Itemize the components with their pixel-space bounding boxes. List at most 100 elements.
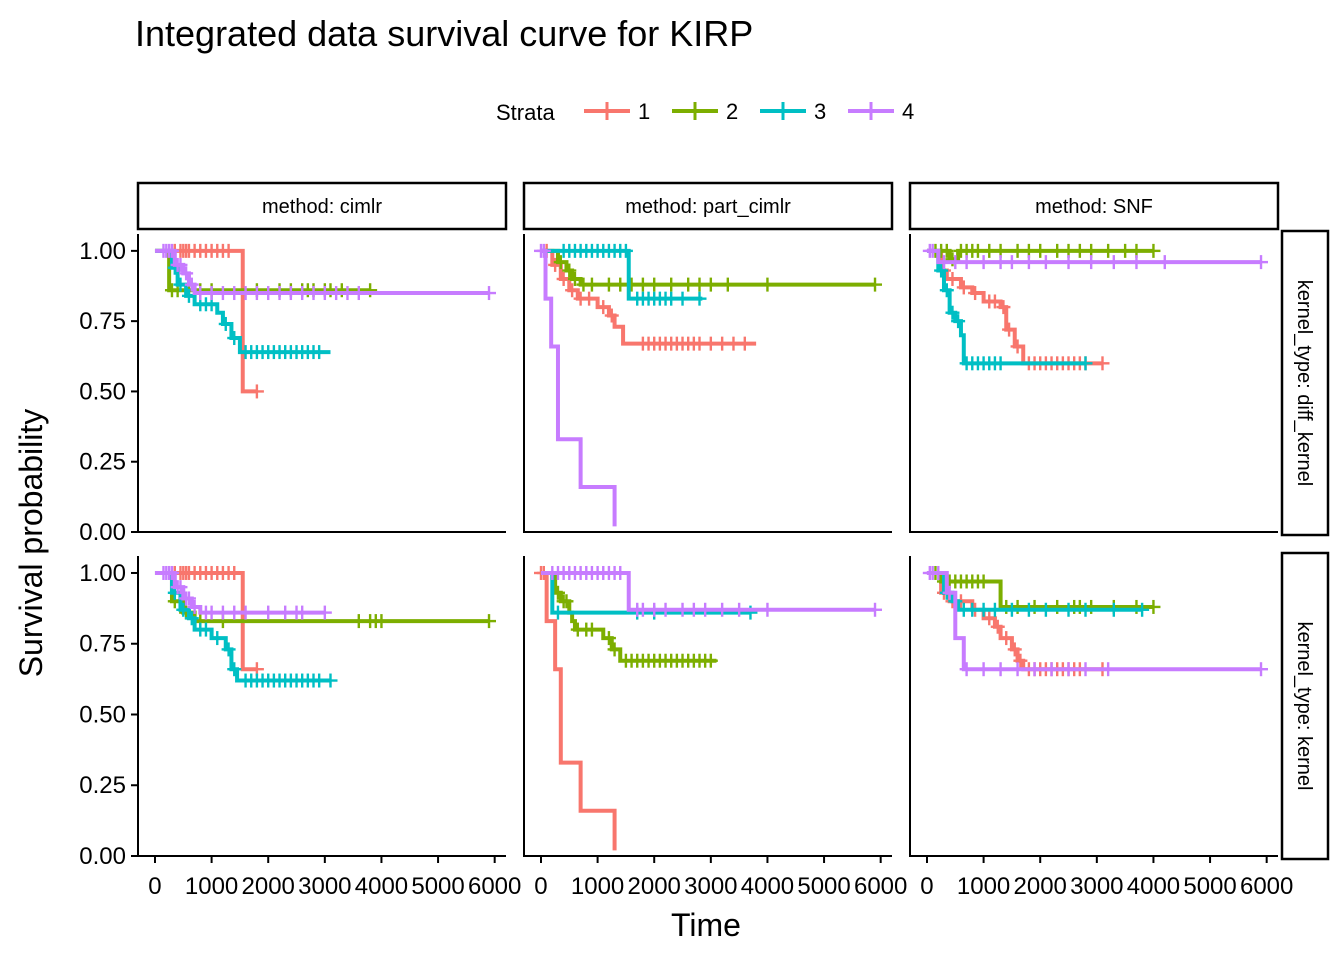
legend-label: 2	[726, 99, 738, 124]
censor-mark	[987, 602, 1002, 617]
censor-mark	[374, 614, 389, 629]
x-tick-label: 4000	[741, 873, 794, 900]
censor-mark	[176, 602, 191, 617]
censor-mark	[351, 286, 366, 301]
censor-mark	[221, 243, 236, 258]
censor-mark	[1038, 255, 1053, 270]
series-strata-4	[154, 565, 332, 620]
legend-item-3: 3	[760, 99, 826, 124]
censor-mark	[227, 565, 242, 580]
censor-mark	[945, 305, 960, 320]
series-strata-4	[533, 243, 617, 527]
censor-mark	[931, 565, 946, 580]
strip-box	[908, 181, 1280, 231]
x-axis-title: Time	[671, 907, 741, 943]
km-curve	[926, 570, 1262, 672]
censor-mark	[1078, 662, 1093, 677]
legend-label: 1	[638, 99, 650, 124]
censor-mark	[584, 277, 599, 292]
censor-mark	[959, 255, 974, 270]
censor-mark	[607, 642, 622, 657]
strip-box	[522, 181, 894, 231]
x-tick-label: 5000	[1183, 873, 1236, 900]
x-tick-label: 6000	[468, 873, 521, 900]
y-tick-label: 0.00	[79, 843, 126, 870]
censor-mark	[1061, 662, 1076, 677]
strip-label: kernel_type: diff_kernel	[1293, 280, 1315, 486]
censor-mark	[959, 662, 974, 677]
censor-mark	[976, 574, 991, 589]
chart-title: Integrated data survival curve for KIRP	[135, 13, 753, 54]
censor-mark	[703, 653, 718, 668]
x-tick-label: 1000	[571, 873, 624, 900]
censor-mark	[993, 356, 1008, 371]
censor-mark	[312, 345, 327, 360]
x-tick-label: 3000	[684, 873, 737, 900]
censor-mark	[1146, 243, 1161, 258]
legend-item-1: 1	[584, 99, 650, 124]
x-tick-label: 6000	[1240, 873, 1293, 900]
censor-mark	[925, 243, 940, 258]
censor-mark	[990, 619, 1005, 634]
censor-mark	[184, 611, 199, 626]
censor-mark	[1010, 662, 1025, 677]
y-tick-label: 1.00	[79, 560, 126, 587]
censor-mark	[218, 316, 233, 331]
censor-mark	[1007, 642, 1022, 657]
censor-mark	[760, 277, 775, 292]
censor-mark	[987, 294, 1002, 309]
legend-item-4: 4	[848, 99, 914, 124]
strip-label: method: cimlr	[262, 196, 382, 218]
strip-row-0: kernel_type: diff_kernel	[1280, 229, 1330, 537]
censor-mark	[173, 257, 188, 272]
censor-mark	[934, 263, 949, 278]
censor-mark	[249, 384, 264, 399]
censor-mark	[562, 263, 577, 278]
strip-col-0: method: cimlr	[136, 181, 508, 231]
series-strata-2	[926, 243, 1161, 267]
censor-mark	[968, 286, 983, 301]
panel-r0-c2	[909, 234, 1278, 533]
censor-mark	[1254, 662, 1269, 677]
series-strata-3	[540, 243, 707, 306]
series-strata-1	[533, 565, 617, 851]
censor-mark	[658, 602, 673, 617]
censor-mark	[1101, 243, 1116, 258]
strip-label: method: part_cimlr	[625, 196, 791, 218]
y-tick-label: 0.25	[79, 772, 126, 799]
series-strata-4	[922, 243, 1269, 270]
censor-mark	[1013, 653, 1028, 668]
censor-mark	[1002, 322, 1017, 337]
censor-mark	[227, 662, 242, 677]
censor-mark	[198, 622, 213, 637]
y-tick-label: 0.50	[79, 701, 126, 728]
x-tick-label: 0	[920, 873, 933, 900]
censor-mark	[553, 255, 568, 270]
censor-mark	[613, 565, 628, 580]
censor-mark	[1106, 255, 1121, 270]
censor-mark	[227, 331, 242, 346]
x-tick-label: 4000	[1127, 873, 1180, 900]
censor-mark	[173, 580, 188, 595]
censor-mark	[181, 591, 196, 606]
x-tick-label: 3000	[298, 873, 351, 900]
y-tick-label: 0.00	[79, 519, 126, 546]
censor-mark	[582, 291, 597, 306]
censor-mark	[1129, 255, 1144, 270]
censor-mark	[567, 271, 582, 286]
series-strata-4	[922, 565, 1269, 677]
censor-mark	[1135, 602, 1150, 617]
y-tick-label: 0.75	[79, 308, 126, 335]
strip-box	[1280, 229, 1330, 537]
censor-mark	[976, 255, 991, 270]
series-strata-2	[154, 570, 497, 629]
censor-mark	[1146, 599, 1161, 614]
censor-mark	[1101, 662, 1116, 677]
km-curve	[540, 570, 617, 851]
censor-mark	[317, 605, 332, 620]
strip-col-1: method: part_cimlr	[522, 181, 894, 231]
series-strata-4	[540, 565, 883, 617]
censor-mark	[1157, 255, 1172, 270]
censor-mark	[743, 605, 758, 620]
series-strata-2	[540, 248, 883, 292]
